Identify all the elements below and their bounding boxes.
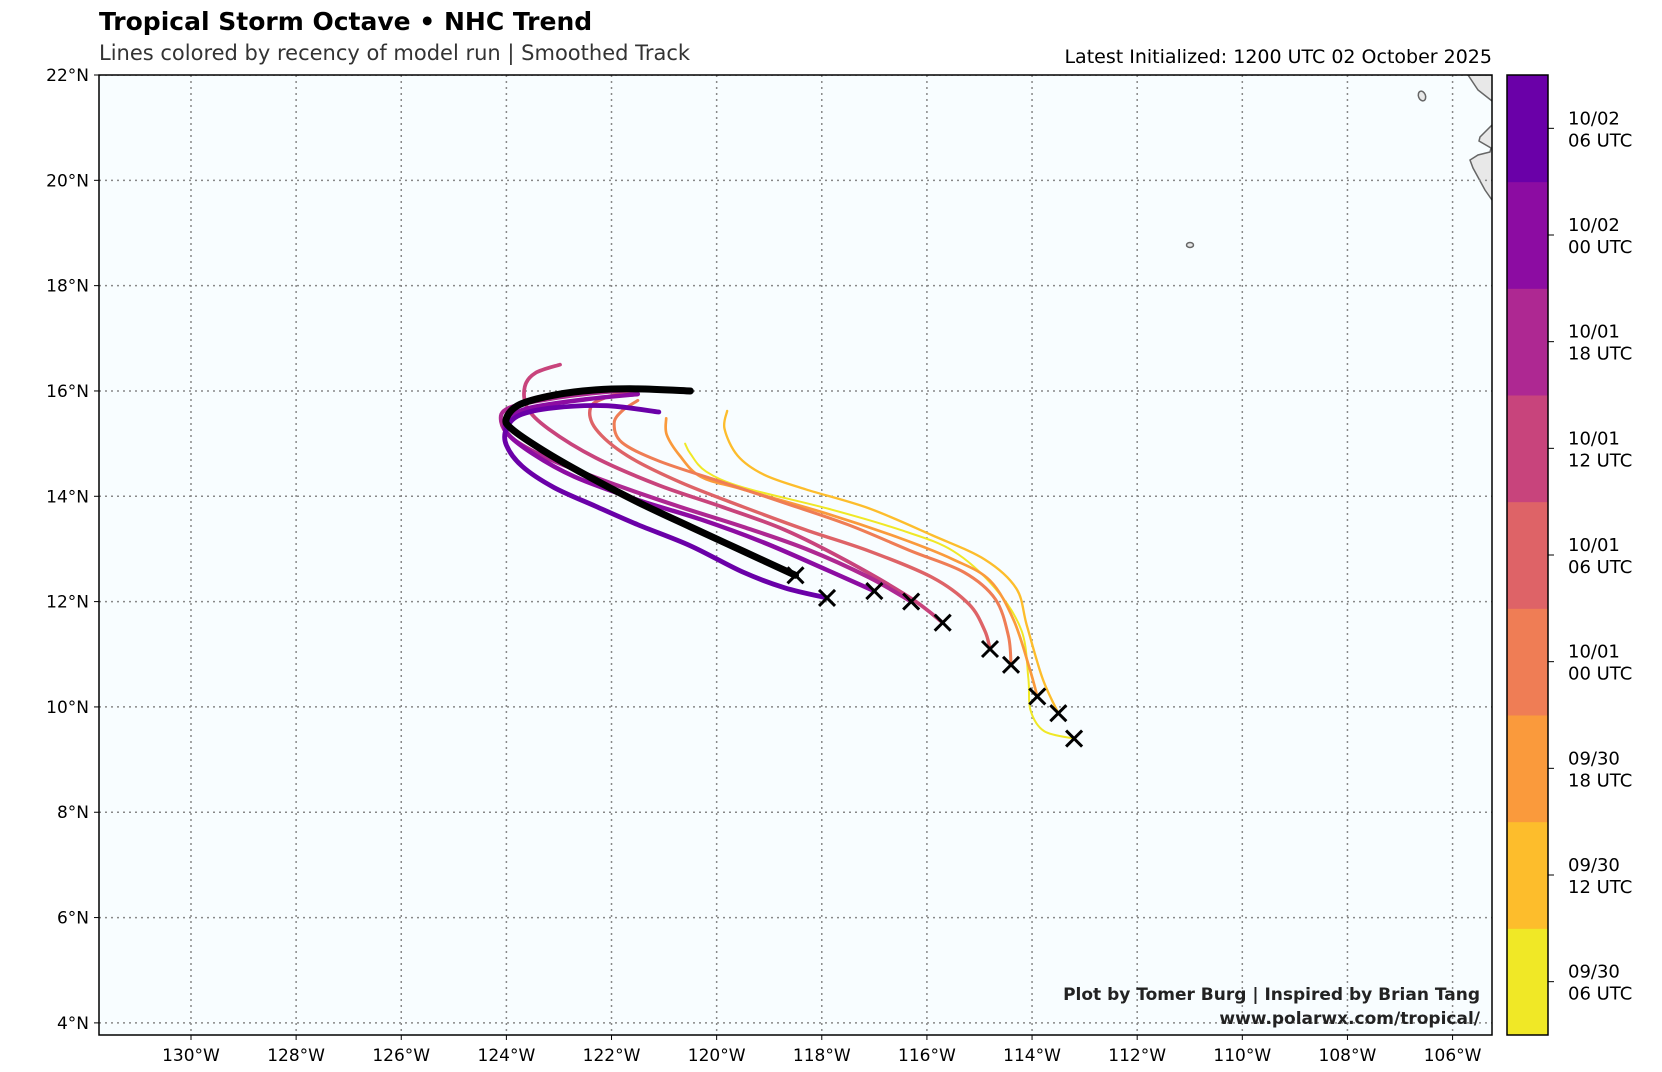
x-marker-icon	[1028, 687, 1047, 706]
y-tick-label: 4°N	[57, 1014, 89, 1034]
track-line-10-01-12-utc	[522, 362, 945, 625]
x-tick-label: 128°W	[267, 1046, 325, 1066]
x-stroke	[1049, 704, 1068, 723]
x-marker-icon	[1065, 729, 1084, 748]
colorbar-bin	[1507, 501, 1548, 609]
x-marker-icon	[1001, 655, 1021, 674]
colorbar-label-time: 12 UTC	[1568, 877, 1632, 898]
coastline-mainland	[1469, 124, 1492, 201]
y-tick-label: 10°N	[46, 698, 89, 718]
track-lines	[498, 362, 1076, 740]
colorbar-label-date: 10/01	[1568, 322, 1620, 343]
x-stroke	[1065, 729, 1084, 748]
track-line-09-30-18-utc	[664, 416, 1039, 698]
colorbar-label-time: 18 UTC	[1568, 344, 1632, 365]
colorbar-label-date: 09/30	[1568, 748, 1620, 769]
track-line-10-02-00-utc	[502, 391, 877, 594]
chart-subtitle: Lines colored by recency of model run | …	[99, 41, 691, 66]
chart-title: Tropical Storm Octave • NHC Trend	[99, 7, 592, 36]
colorbar-bin	[1507, 715, 1548, 823]
colorbar-bin	[1507, 928, 1548, 1036]
colorbar-label-time: 06 UTC	[1568, 130, 1632, 151]
x-stroke	[1001, 655, 1021, 674]
x-tick-label: 118°W	[793, 1046, 851, 1066]
x-stroke	[933, 613, 952, 632]
x-marker-icon	[1049, 704, 1068, 723]
x-tick-label: 108°W	[1319, 1046, 1377, 1066]
x-tick-label: 116°W	[898, 1046, 956, 1066]
x-tick-label: 114°W	[1003, 1046, 1061, 1066]
colorbar-label-time: 00 UTC	[1568, 664, 1632, 685]
colorbar-label-date: 10/02	[1568, 108, 1620, 129]
colorbar-bin	[1507, 395, 1548, 503]
colorbar-label-time: 00 UTC	[1568, 237, 1632, 258]
x-marker-icon	[980, 639, 1000, 659]
x-stroke	[902, 592, 921, 611]
x-tick-label: 124°W	[478, 1046, 536, 1066]
colorbar-label-date: 10/01	[1568, 535, 1620, 556]
axis-ticks: 130°W 128°W 126°W 124°W 122°W 120°W 118°W 116°W…	[46, 66, 1481, 1066]
x-marker-icon	[933, 613, 952, 632]
x-tick-label: 130°W	[162, 1046, 220, 1066]
map-land	[1185, 75, 1492, 249]
x-marker-icon	[817, 588, 837, 607]
island-socorro	[1185, 241, 1195, 249]
y-tick-label: 16°N	[46, 382, 89, 402]
x-tick-label: 126°W	[372, 1046, 430, 1066]
colorbar-bin	[1507, 181, 1548, 289]
y-tick-label: 18°N	[46, 277, 89, 297]
y-tick-label: 12°N	[46, 593, 89, 613]
colorbar-label-date: 10/01	[1568, 428, 1620, 449]
colorbar-label-date: 09/30	[1568, 855, 1620, 876]
colorbar-label-date: 10/02	[1568, 215, 1620, 236]
x-tick-label: 112°W	[1108, 1046, 1166, 1066]
coastline-baja	[1467, 75, 1492, 102]
x-stroke	[980, 639, 1000, 659]
latest-initialized: Latest Initialized: 1200 UTC 02 October …	[1064, 46, 1492, 68]
x-marker-icon	[786, 566, 805, 585]
credit-line-1: Plot by Tomer Burg | Inspired by Brian T…	[1063, 985, 1480, 1005]
x-tick-label: 122°W	[583, 1046, 641, 1066]
x-tick-label: 110°W	[1213, 1046, 1271, 1066]
colorbar-bin	[1507, 288, 1548, 396]
colorbar-label-time: 18 UTC	[1568, 770, 1632, 791]
x-stroke	[786, 566, 805, 585]
y-tick-label: 22°N	[46, 66, 89, 86]
colorbar-bin	[1507, 75, 1548, 183]
gridlines	[99, 75, 1492, 1035]
track-line-09-30-12-utc	[722, 409, 1060, 715]
x-stroke	[817, 588, 837, 607]
x-stroke	[865, 582, 884, 601]
track-line-10-02-12-utc	[502, 385, 799, 579]
colorbar-bin	[1507, 608, 1548, 716]
credit-line-2: www.polarwx.com/tropical/	[1219, 1009, 1480, 1029]
colorbar-label-date: 10/01	[1568, 642, 1620, 663]
y-tick-label: 8°N	[57, 803, 89, 823]
colorbar-bin	[1507, 821, 1548, 929]
x-tick-label: 106°W	[1424, 1046, 1482, 1066]
y-tick-label: 6°N	[57, 909, 89, 929]
colorbar-label-time: 06 UTC	[1568, 557, 1632, 578]
current-position-markers	[786, 566, 1084, 748]
island-clarion	[1417, 90, 1427, 102]
x-tick-label: 120°W	[688, 1046, 746, 1066]
plot-frame	[98, 74, 1493, 1036]
x-marker-icon	[902, 592, 921, 611]
track-line-10-02-06-utc	[502, 403, 830, 601]
x-marker-icon	[865, 582, 884, 601]
track-line-10-01-00-utc	[612, 398, 1013, 667]
colorbar-label-time: 12 UTC	[1568, 450, 1632, 471]
colorbar-label-time: 06 UTC	[1568, 984, 1632, 1005]
y-tick-label: 20°N	[46, 171, 89, 191]
track-line-09-30-06-utc	[684, 442, 1076, 740]
colorbar-frame	[1506, 74, 1549, 1036]
colorbar-label-date: 09/30	[1568, 962, 1620, 983]
x-stroke	[1028, 687, 1047, 706]
y-tick-label: 14°N	[46, 487, 89, 507]
